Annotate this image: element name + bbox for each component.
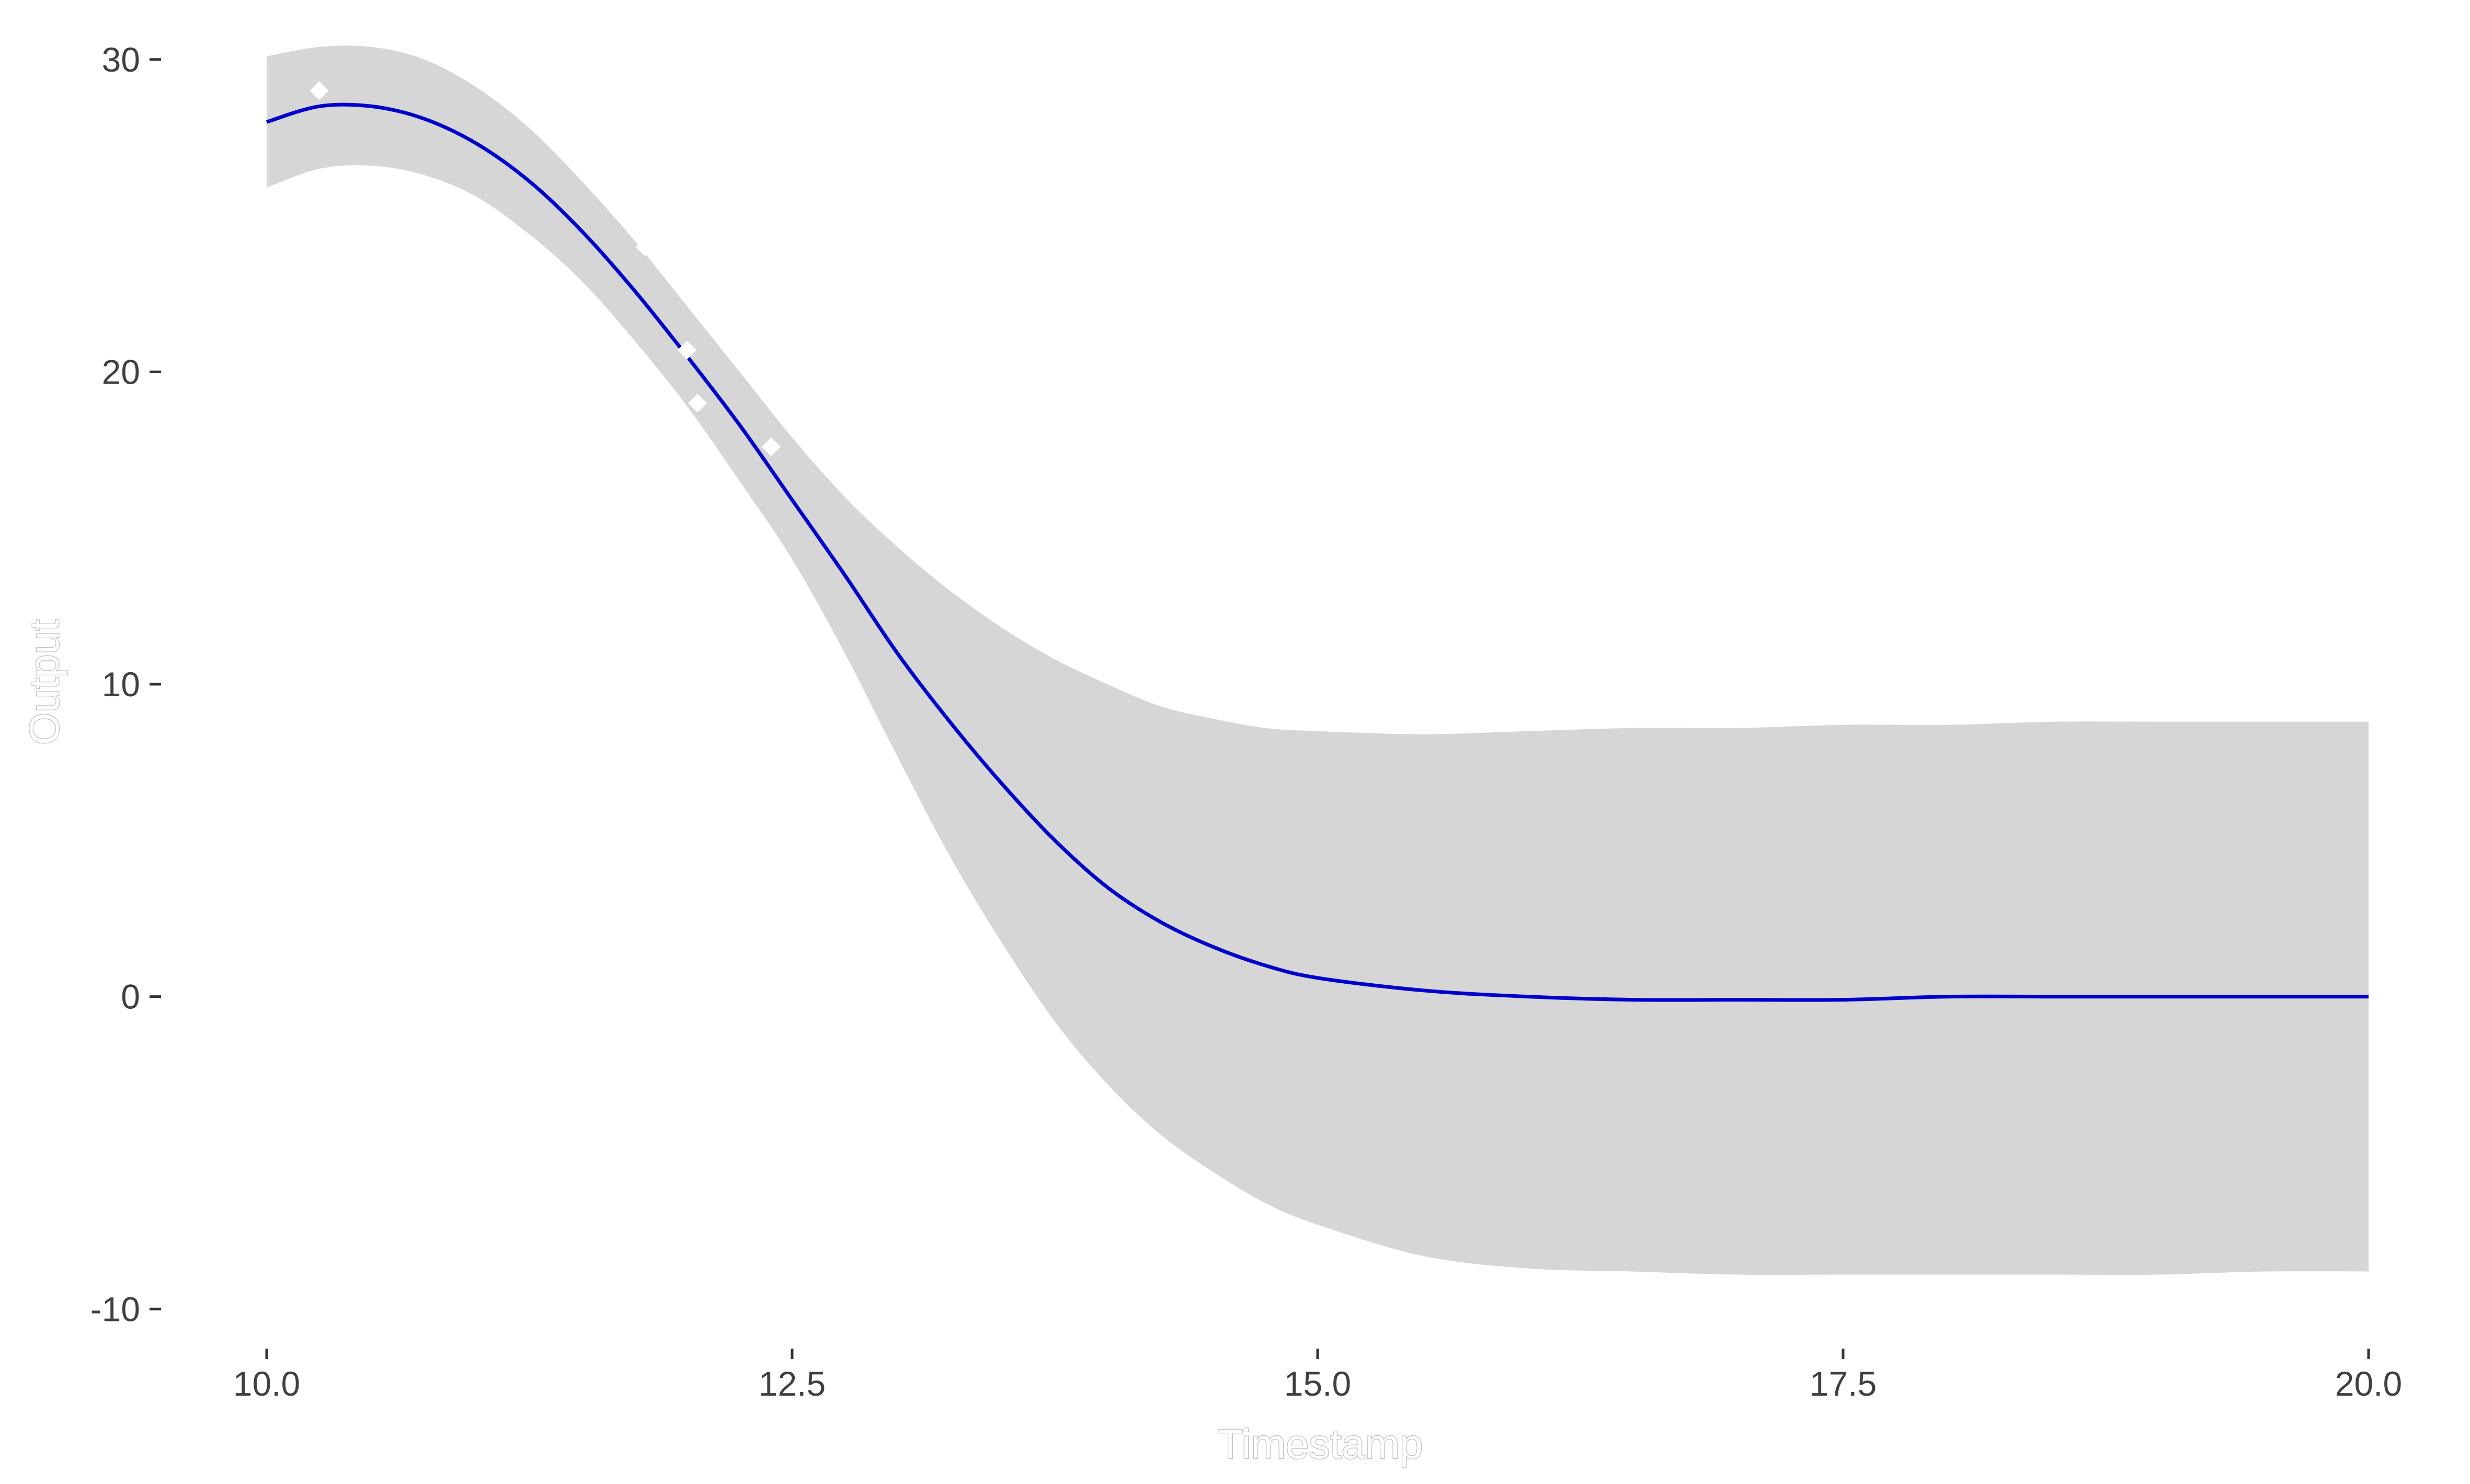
- mean-line: [266, 102, 2369, 1002]
- y-axis: 30 20 10 0 -10: [90, 40, 161, 1328]
- y-tick-label: 10: [102, 665, 140, 704]
- x-tick-label: 17.5: [1810, 1364, 1877, 1403]
- x-tick-label: 12.5: [759, 1364, 826, 1403]
- x-tick-label: 20.0: [2335, 1364, 2402, 1403]
- y-tick-label: 30: [102, 40, 140, 79]
- plot-area: [266, 45, 2369, 1275]
- observation-point: [635, 237, 655, 257]
- observation-point: [310, 81, 329, 100]
- y-tick-label: 20: [102, 352, 140, 391]
- x-tick-label: 15.0: [1284, 1364, 1351, 1403]
- observation-point: [688, 394, 707, 413]
- x-tick-label: 10.0: [233, 1364, 300, 1403]
- y-tick-label: 0: [121, 977, 140, 1016]
- y-axis-title: Output: [21, 619, 67, 745]
- x-axis: 10.0 12.5 15.0 17.5 20.0: [233, 1349, 2402, 1403]
- x-axis-title: Timestamp: [1218, 1421, 1423, 1467]
- observation-point: [678, 340, 696, 360]
- confidence-band: [267, 45, 2369, 1275]
- observation-point: [761, 437, 781, 456]
- y-tick-label: -10: [90, 1290, 140, 1328]
